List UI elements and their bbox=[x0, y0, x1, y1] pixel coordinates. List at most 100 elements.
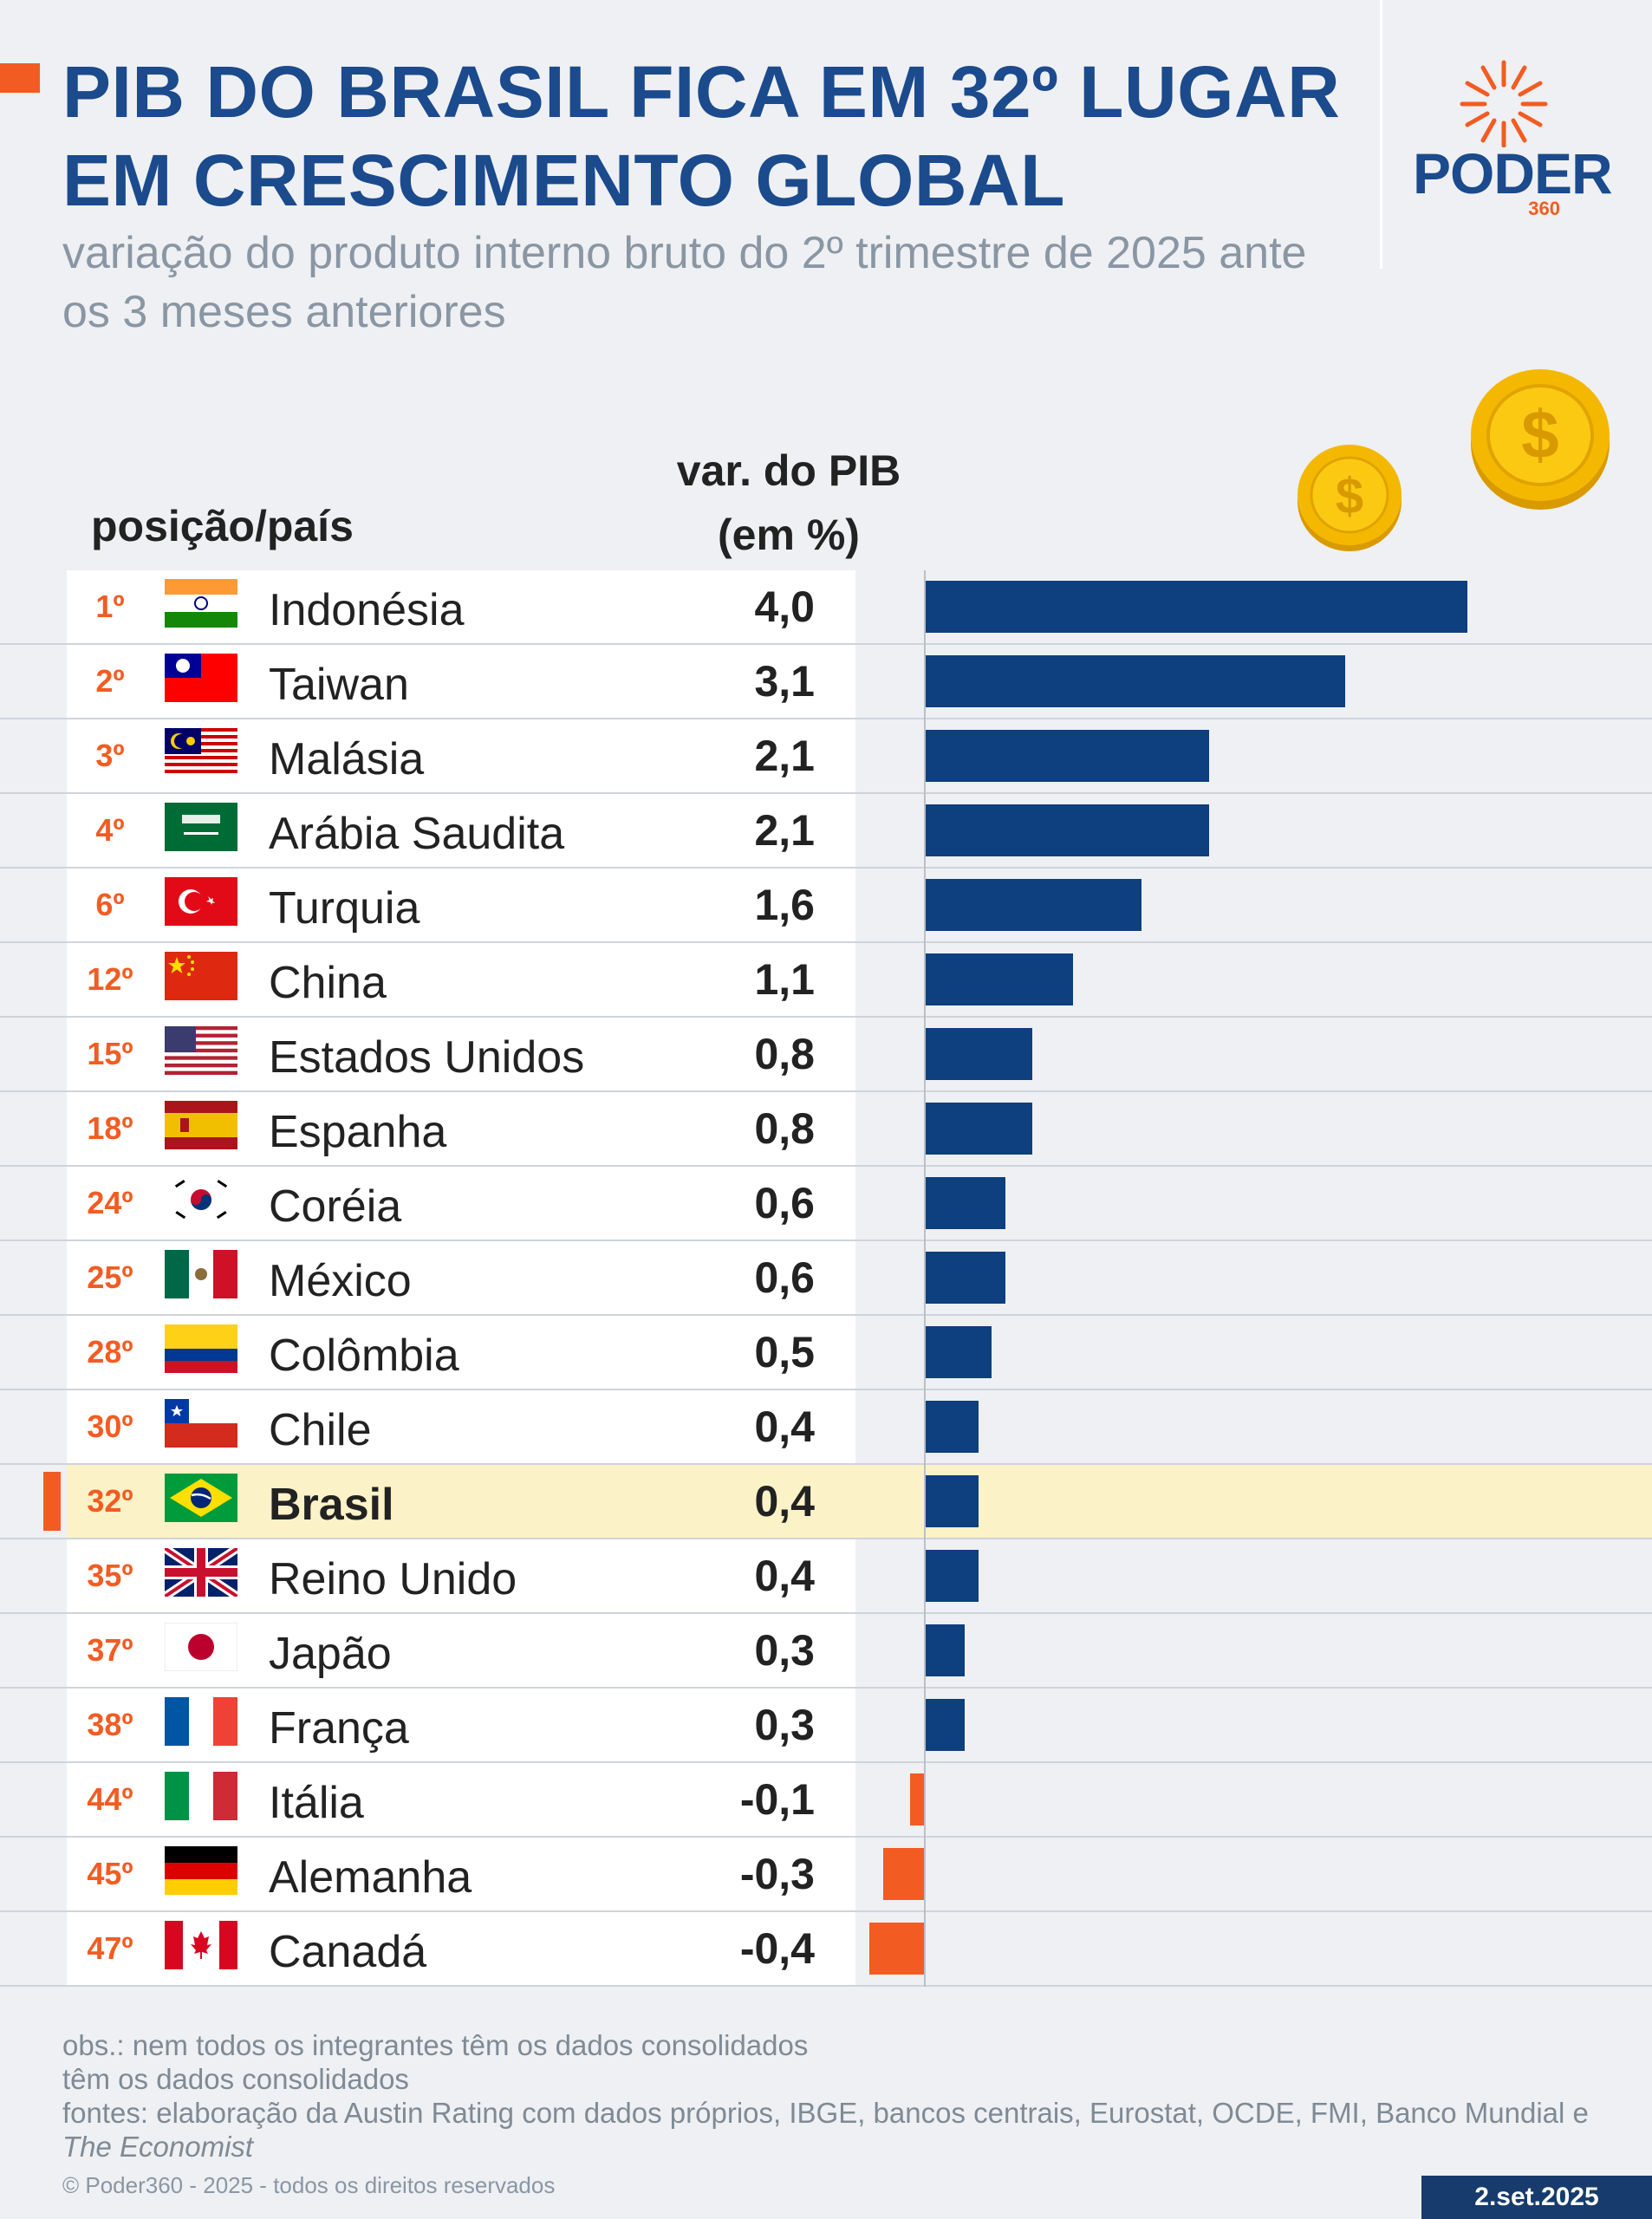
bar bbox=[869, 1923, 924, 1975]
bar bbox=[924, 1401, 979, 1453]
rank-label: 38º bbox=[87, 1707, 133, 1742]
value-label: 1,1 bbox=[754, 955, 815, 1004]
table-row: 38º França 0,3 bbox=[0, 1689, 1652, 1763]
header-divider bbox=[1380, 0, 1382, 269]
germany-flag-icon bbox=[165, 1846, 237, 1895]
row-divider bbox=[0, 1687, 1652, 1689]
country-name: China bbox=[269, 958, 387, 1008]
value-label: 0,6 bbox=[754, 1179, 815, 1227]
country-name: Reino Unido bbox=[269, 1554, 517, 1604]
table-row: 25º México 0,6 bbox=[0, 1241, 1652, 1316]
row-divider bbox=[0, 1090, 1652, 1092]
row-divider bbox=[0, 867, 1652, 869]
table-row: 2º Taiwan 3,1 bbox=[0, 645, 1652, 719]
row-divider bbox=[0, 1538, 1652, 1539]
table-row: 18º Espanha 0,8 bbox=[0, 1092, 1652, 1167]
bar bbox=[924, 1624, 966, 1676]
rank-label: 6º bbox=[95, 887, 125, 922]
sources-line: fontes: elaboração da Austin Rating com … bbox=[62, 2096, 1605, 2164]
rank-label: 15º bbox=[87, 1036, 133, 1071]
value-label: 0,8 bbox=[754, 1030, 815, 1078]
sources-italic: The Economist bbox=[62, 2131, 254, 2163]
country-name: Chile bbox=[269, 1405, 372, 1455]
bar bbox=[924, 953, 1074, 1005]
row-divider bbox=[0, 1761, 1652, 1763]
table-row: 28º Colômbia 0,5 bbox=[0, 1316, 1652, 1390]
row-divider bbox=[0, 1389, 1652, 1390]
value-label: -0,1 bbox=[739, 1775, 815, 1824]
country-name: Espanha bbox=[269, 1107, 447, 1157]
logo-wordmark: PODER bbox=[1413, 141, 1613, 205]
bar bbox=[924, 1550, 979, 1602]
country-name: Brasil bbox=[269, 1480, 394, 1530]
bar bbox=[924, 1103, 1033, 1155]
row-divider bbox=[0, 1016, 1652, 1018]
column-header-value-line2: (em %) bbox=[718, 511, 860, 559]
logo-number: 360 bbox=[1528, 198, 1560, 219]
mexico-flag-icon bbox=[165, 1250, 237, 1298]
row-divider bbox=[0, 941, 1652, 943]
rank-label: 32º bbox=[87, 1483, 133, 1519]
country-name: França bbox=[269, 1703, 409, 1754]
table-row: 32º Brasil 0,4 bbox=[0, 1465, 1652, 1539]
value-label: 0,4 bbox=[754, 1552, 815, 1600]
row-divider bbox=[0, 1612, 1652, 1614]
table-row: 3º Malásia 2,1 bbox=[0, 719, 1652, 794]
taiwan-flag-icon bbox=[165, 654, 237, 702]
country-name: Japão bbox=[269, 1629, 392, 1679]
column-header-country: posição/país bbox=[91, 502, 354, 550]
row-divider bbox=[0, 1240, 1652, 1241]
value-label: 0,6 bbox=[754, 1253, 815, 1302]
indonesia-flag-icon bbox=[165, 579, 237, 628]
bar bbox=[924, 581, 1467, 633]
row-divider bbox=[0, 1985, 1652, 1987]
value-label: 1,6 bbox=[754, 881, 815, 929]
turkey-flag-icon bbox=[165, 877, 237, 926]
value-label: -0,4 bbox=[739, 1924, 815, 1973]
country-name: Itália bbox=[269, 1778, 364, 1828]
china-flag-icon bbox=[165, 952, 237, 1000]
bar bbox=[924, 1699, 966, 1751]
country-name: Alemanha bbox=[269, 1852, 472, 1903]
rank-label: 1º bbox=[95, 589, 125, 624]
value-label: 0,4 bbox=[754, 1477, 815, 1526]
canada-flag-icon bbox=[165, 1921, 237, 1969]
rank-label: 24º bbox=[87, 1185, 133, 1220]
usa-flag-icon bbox=[165, 1026, 237, 1075]
value-label: 0,4 bbox=[754, 1402, 815, 1451]
country-name: Malásia bbox=[269, 734, 425, 784]
rank-label: 25º bbox=[87, 1259, 133, 1295]
obs-line-1: obs.: nem todos os integrantes têm os da… bbox=[62, 2029, 809, 2061]
country-name: Indonésia bbox=[269, 585, 465, 635]
row-divider bbox=[0, 1910, 1652, 1912]
coin-icon: $ bbox=[1471, 369, 1610, 510]
rank-label: 37º bbox=[87, 1632, 133, 1668]
table-row: 4º Arábia Saudita 2,1 bbox=[0, 794, 1652, 869]
table-row: 30º Chile 0,4 bbox=[0, 1390, 1652, 1465]
value-label: 4,0 bbox=[754, 582, 815, 631]
table-row: 35º Reino Unido 0,4 bbox=[0, 1539, 1652, 1614]
obs-line-2: têm os dados consolidados bbox=[62, 2063, 409, 2095]
bar bbox=[924, 655, 1345, 707]
column-header-value: var. do PIB (em %) bbox=[607, 439, 971, 567]
bar bbox=[910, 1773, 924, 1825]
bar bbox=[924, 1028, 1033, 1080]
rank-label: 18º bbox=[87, 1110, 133, 1146]
bar bbox=[924, 1475, 979, 1527]
country-name: Taiwan bbox=[269, 660, 409, 710]
rank-label: 12º bbox=[87, 961, 133, 997]
zero-axis bbox=[924, 570, 926, 1987]
svg-text:$: $ bbox=[1336, 468, 1363, 524]
spain-flag-icon bbox=[165, 1101, 237, 1149]
row-divider bbox=[0, 1314, 1652, 1316]
country-name: Estados Unidos bbox=[269, 1032, 585, 1083]
page-subtitle: variação do produto interno bruto do 2º … bbox=[62, 228, 1307, 337]
table-row: 24º Coréia 0,6 bbox=[0, 1167, 1652, 1241]
italy-flag-icon bbox=[165, 1772, 237, 1820]
bar bbox=[924, 879, 1141, 931]
bar bbox=[924, 1326, 992, 1378]
country-name: Canadá bbox=[269, 1927, 427, 1977]
value-label: -0,3 bbox=[739, 1850, 815, 1898]
table-row: 44º Itália -0,1 bbox=[0, 1763, 1652, 1838]
rank-label: 47º bbox=[87, 1930, 133, 1966]
